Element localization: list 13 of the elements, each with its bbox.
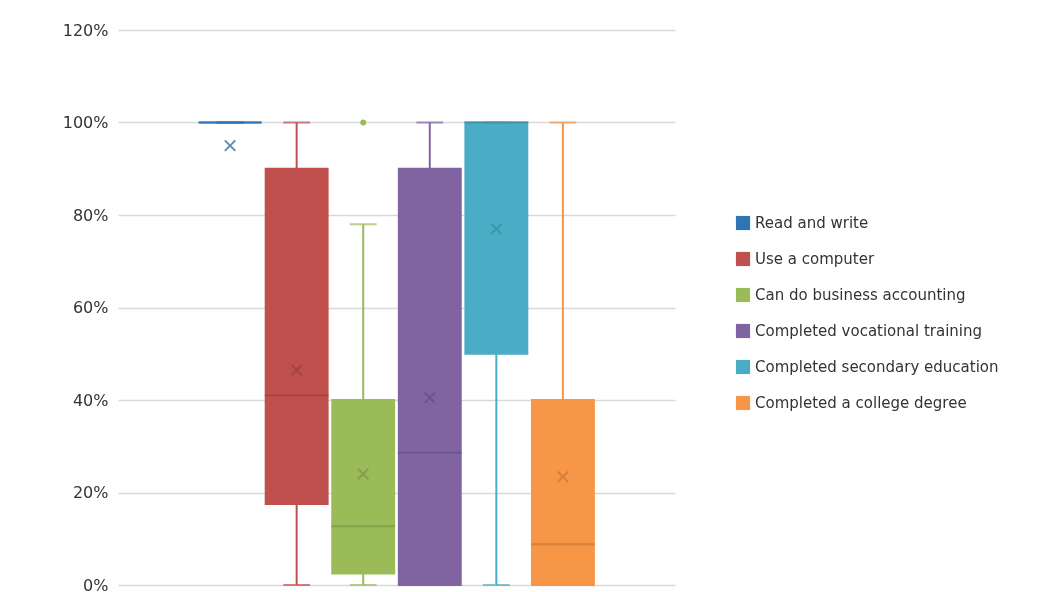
y-tick-label: 100%: [62, 113, 109, 132]
legend-label: Read and write: [755, 214, 869, 232]
legend-label: Completed secondary education: [755, 358, 999, 376]
legend-label: Completed a college degree: [755, 394, 967, 412]
y-tick-label: 20%: [72, 483, 109, 502]
legend-label: Can do business accounting: [755, 286, 966, 304]
y-tick-label: 80%: [72, 205, 109, 225]
legend-label: Completed vocational training: [755, 322, 983, 340]
legend-label: Use a computer: [755, 250, 875, 268]
y-tick-label: 0%: [83, 575, 109, 592]
y-tick-label: 120%: [62, 20, 109, 40]
y-tick-label: 40%: [72, 390, 109, 410]
y-tick-label: 60%: [72, 298, 109, 317]
